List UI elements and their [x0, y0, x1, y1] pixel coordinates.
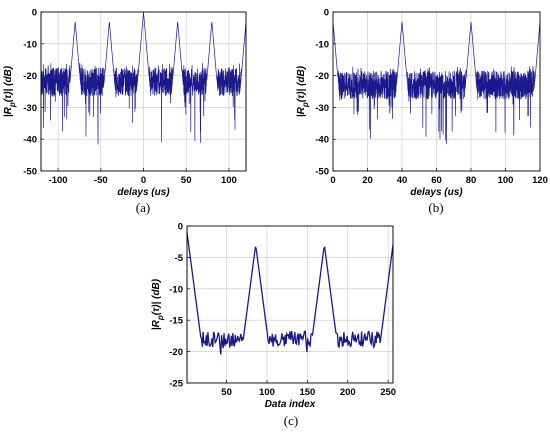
figure-caption: (c): [284, 413, 298, 428]
figure-caption: (b): [428, 200, 443, 215]
plot-area: [186, 225, 394, 384]
tick-label-y: -40: [315, 135, 329, 146]
tick-label-x: 0: [330, 175, 335, 186]
y-axis-label: |Rp(τ)| (dB): [296, 65, 310, 117]
chart-c: 50 100 150 200 250 0 -5 -10 -15 -20 -25 Data index |…: [151, 222, 396, 429]
x-axis-label: delays (us): [410, 187, 463, 198]
tick-label-x: 200: [340, 387, 356, 398]
y-axis-label: |Rp(τ)| (dB): [3, 65, 17, 117]
tick-label-y: -50: [23, 167, 37, 178]
tick-label-y: -20: [23, 71, 37, 82]
tick-label-y: -15: [169, 316, 183, 327]
tick-label-y: -5: [175, 253, 184, 264]
tick-label-y: -30: [23, 103, 37, 114]
tick-label-x: 100: [259, 387, 275, 398]
x-axis-label: Data index: [265, 399, 316, 410]
tick-label-y: -20: [169, 347, 183, 358]
tick-label-y: 0: [324, 8, 329, 19]
series-line: [186, 232, 394, 355]
plot-border: [186, 225, 394, 384]
figure-caption: (a): [136, 200, 150, 215]
tick-label-y: -10: [23, 39, 37, 50]
tick-label-x: 250: [380, 387, 396, 398]
tick-label-y: -30: [315, 103, 329, 114]
tick-label-x: 50: [221, 387, 232, 398]
tick-label-y: -10: [169, 284, 183, 295]
tick-label-y: -20: [315, 71, 329, 82]
series-line: [332, 21, 541, 145]
chart-a: -100 -50 0 50 100 0 -10 -20 -30 -40 -50 delays (us)…: [3, 8, 247, 215]
tick-label-x: 150: [299, 387, 315, 398]
tick-label-x: 100: [498, 175, 514, 186]
chart-b: 0 20 40 60 80 100 120 0 -10 -20 -30 -40 -50 delays (u…: [296, 8, 548, 216]
tick-label-x: 80: [466, 175, 477, 186]
tick-label-x: 120: [532, 175, 548, 186]
tick-label-x: 40: [397, 175, 408, 186]
x-axis-label: delays (us): [117, 187, 170, 198]
tick-label-y: -25: [169, 379, 183, 390]
tick-label-x: -50: [94, 175, 108, 186]
tick-label-x: -100: [49, 175, 68, 186]
tick-label-x: 60: [431, 175, 442, 186]
tick-label-x: 100: [221, 175, 237, 186]
tick-label-y: 0: [178, 222, 183, 233]
tick-label-y: -50: [315, 167, 329, 178]
tick-label-y: -40: [23, 135, 37, 146]
y-axis-label: |Rp(τ)| (dB): [151, 278, 165, 330]
tick-label-y: 0: [32, 8, 37, 19]
tick-label-x: 0: [141, 175, 146, 186]
tick-label-y: -10: [315, 39, 329, 50]
tick-label-x: 50: [181, 175, 192, 186]
tick-label-x: 20: [362, 175, 373, 186]
